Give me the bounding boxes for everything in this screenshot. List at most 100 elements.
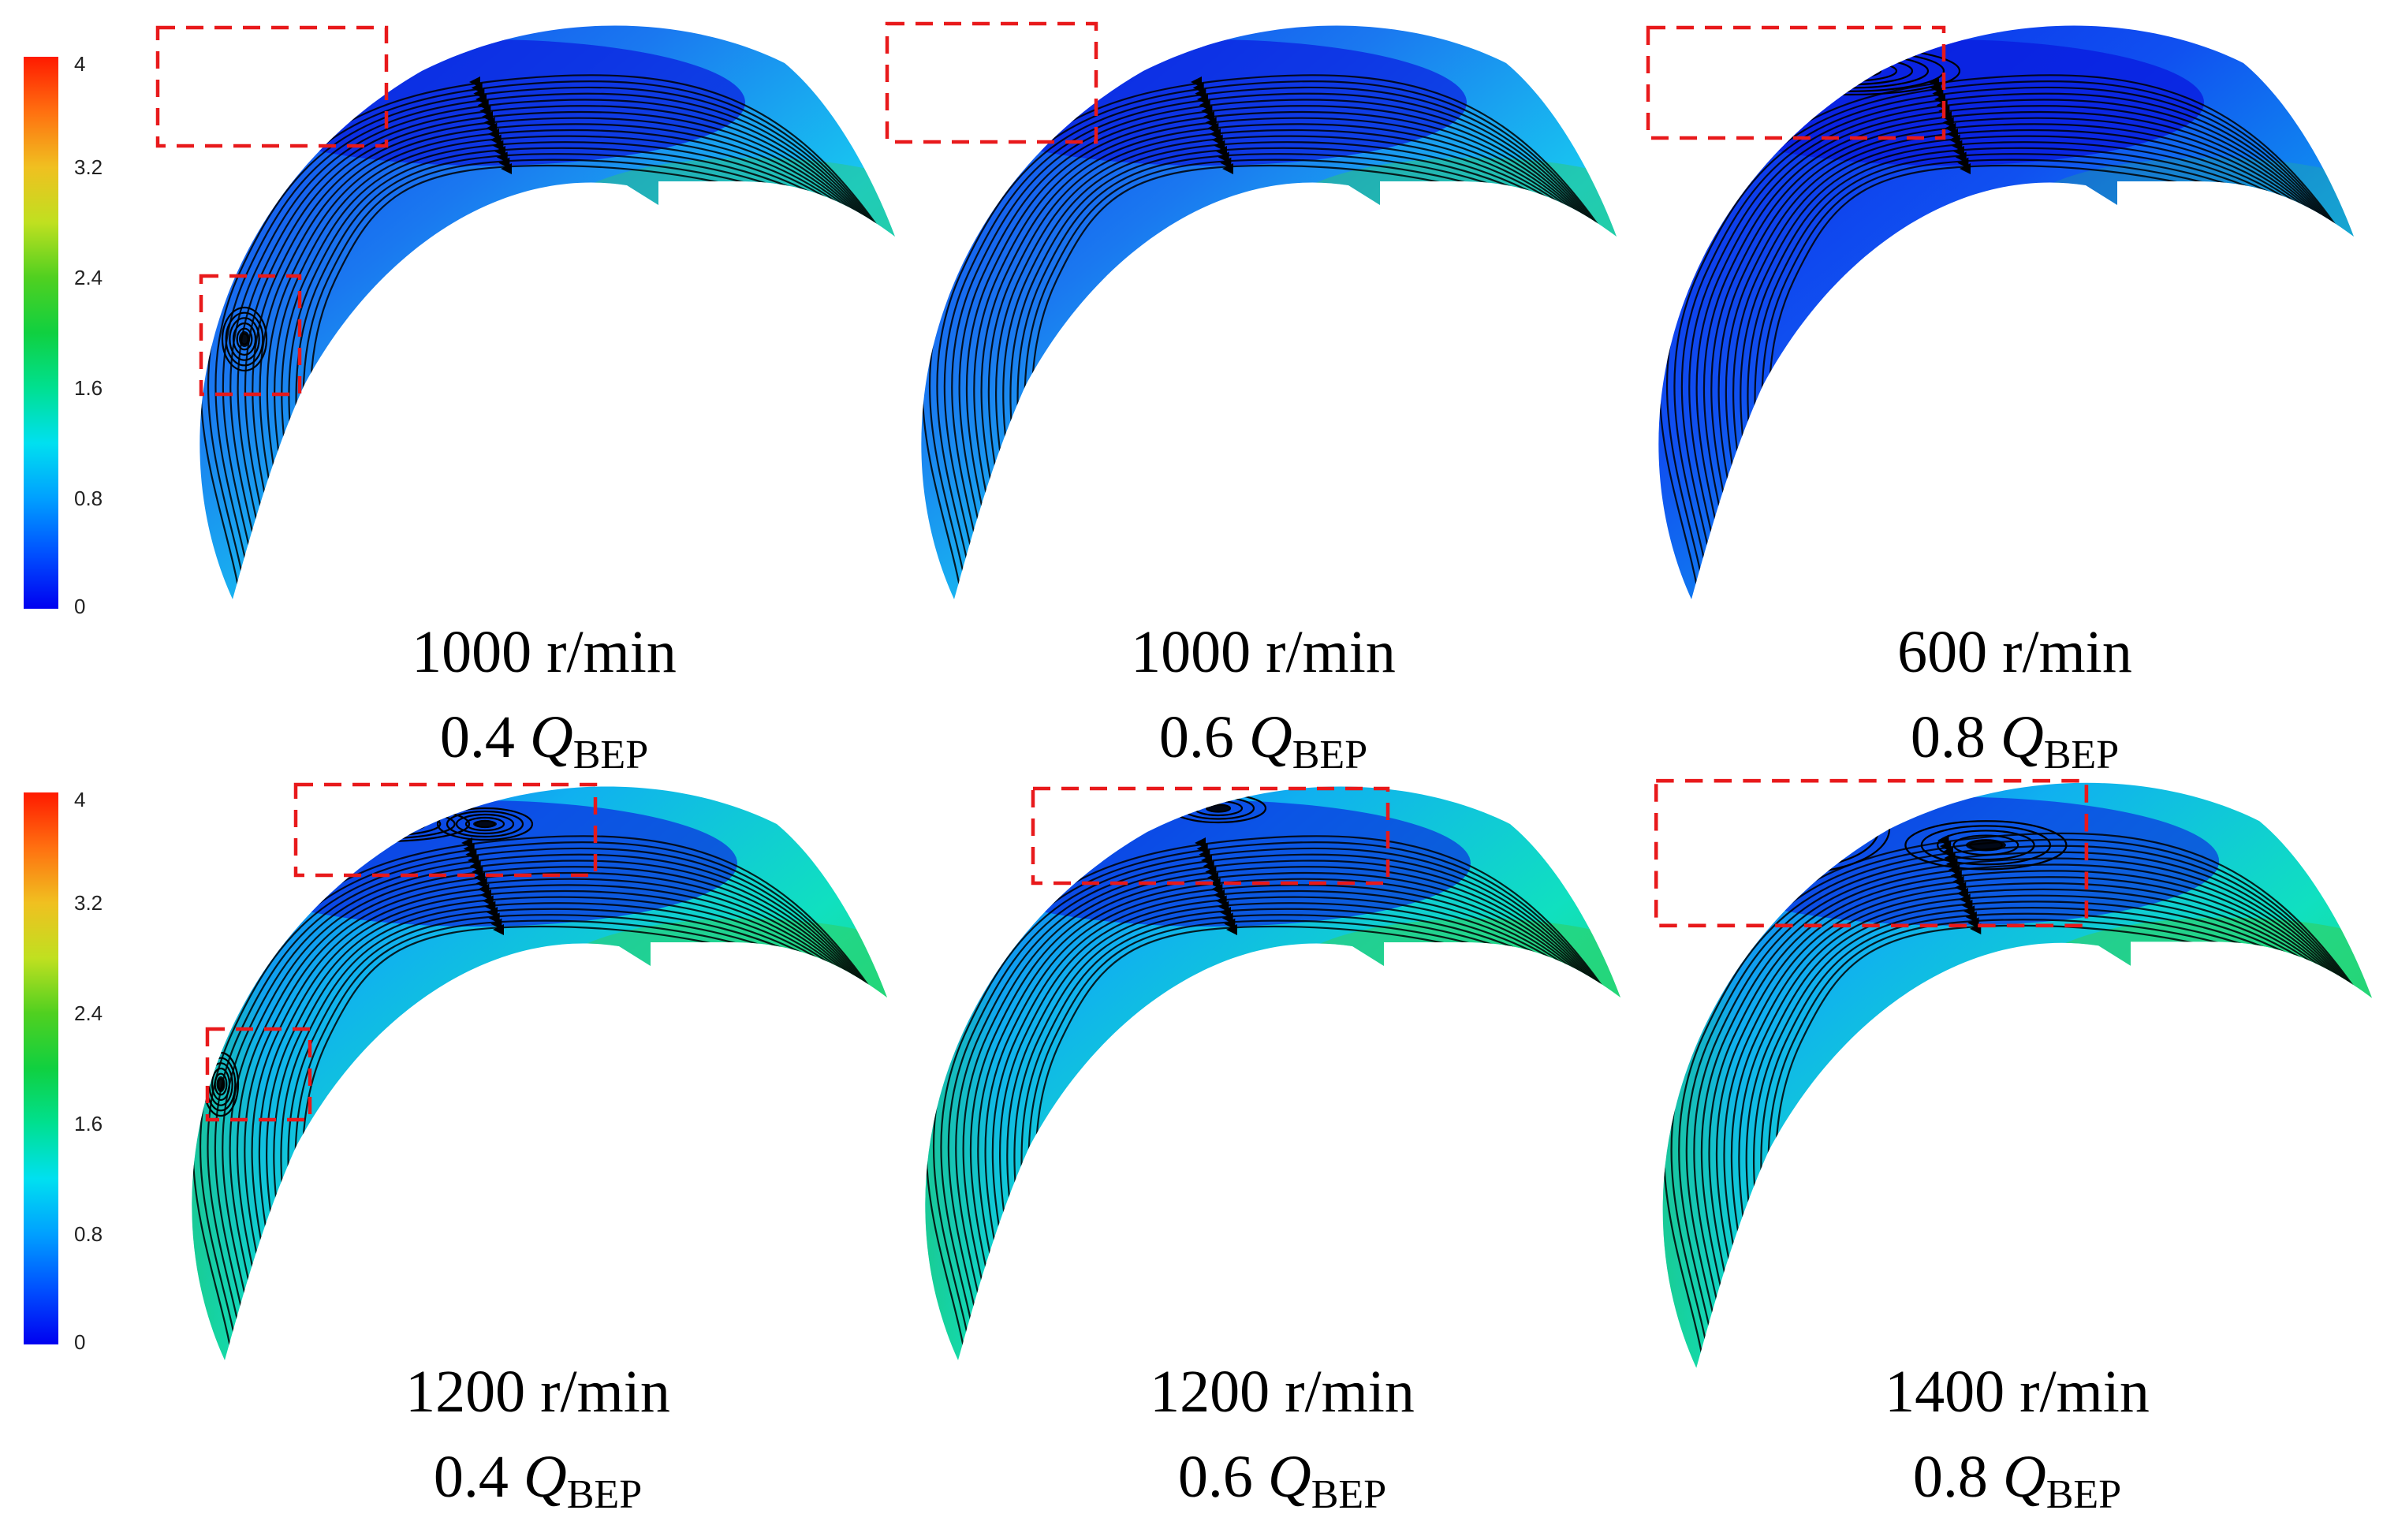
panel-2-flow-coef: 0.6 xyxy=(1159,704,1234,770)
streamline xyxy=(1695,105,2331,584)
contour-panel-3 xyxy=(1646,25,2355,599)
vortex-ring xyxy=(1937,830,2035,861)
vortex-ring xyxy=(1759,813,1826,845)
colorbar-tick-label: 3.2 xyxy=(74,155,103,179)
vortex-highlight-box xyxy=(293,782,598,878)
streamline xyxy=(1702,110,2329,581)
contour-field-5 xyxy=(925,786,1621,1360)
vortex-ring xyxy=(239,62,352,112)
streamline xyxy=(273,135,864,569)
vortex-highlight-box xyxy=(1646,25,1946,140)
colorbar-tick-label: 1.6 xyxy=(74,1112,103,1135)
vortex-ring xyxy=(1706,789,1880,870)
streamline xyxy=(1688,99,2333,587)
vortex-highlight-box xyxy=(1654,778,2089,928)
contour-panel-4 xyxy=(192,782,888,1360)
streamline xyxy=(1740,141,2321,565)
panel-6-flow: 0.8 QBEP xyxy=(1913,1444,2121,1517)
vortex-ring xyxy=(1054,817,1098,831)
streamline xyxy=(987,129,1587,572)
colorbar-bottom: 0 0.8 1.6 2.4 3.2 4 xyxy=(24,788,103,1354)
panel-4-flow: 0.4 QBEP xyxy=(434,1444,642,1517)
panel-4-speed: 1200 r/min xyxy=(405,1359,670,1425)
streamline xyxy=(962,866,1598,1345)
vortex-ring xyxy=(436,807,534,841)
vortex-ring xyxy=(446,810,524,838)
streamline-arrow xyxy=(1960,163,1971,174)
contour-field-3 xyxy=(1658,25,2355,599)
colorbar-tick-label: 0.8 xyxy=(74,487,103,510)
contour-field-6 xyxy=(1662,782,2373,1368)
panel-1-flow-sub: BEP xyxy=(573,733,648,777)
vortex-core xyxy=(282,80,310,93)
vortex-ring xyxy=(1770,818,1815,840)
streamline-arrow xyxy=(1222,163,1233,174)
vortex-ring xyxy=(1904,820,2068,871)
vortex-ring xyxy=(263,72,329,102)
streamline xyxy=(258,889,858,1333)
streamline xyxy=(973,117,1591,578)
panel-3-flow: 0.8 QBEP xyxy=(1911,704,2119,777)
streamline xyxy=(1670,838,2355,1365)
vortex-ring xyxy=(214,1072,228,1096)
streamline xyxy=(1710,117,2328,578)
streamline xyxy=(1715,876,2346,1346)
streamline xyxy=(229,99,874,587)
vortex-ring xyxy=(957,56,1046,94)
streamline xyxy=(222,92,875,591)
streamline xyxy=(1700,863,2349,1352)
vortex-ring xyxy=(323,811,442,837)
vortex-ring xyxy=(278,79,313,95)
streamline xyxy=(932,841,1604,1358)
streamline xyxy=(940,847,1602,1355)
streamline xyxy=(1725,129,2325,572)
streamline xyxy=(928,80,1600,597)
streamline xyxy=(1723,882,2344,1343)
vortex-ring xyxy=(1695,784,1891,874)
panel-6-flow-coef: 0.8 xyxy=(1913,1444,1988,1510)
panel-5-flow-symbol: Q xyxy=(1268,1444,1311,1510)
streamline xyxy=(1002,141,1584,565)
streamline xyxy=(280,908,853,1323)
streamline xyxy=(1680,92,2334,591)
contour-field-4 xyxy=(192,786,888,1360)
panel-6-speed: 1400 r/min xyxy=(1885,1359,2150,1425)
streamline xyxy=(958,105,1594,584)
colorbar-top: 0 0.8 1.6 2.4 3.2 4 xyxy=(24,52,103,618)
vortex-ring xyxy=(337,814,427,834)
vortex-ring xyxy=(211,1067,231,1102)
vortex-ring xyxy=(971,62,1031,88)
contour-panel-2 xyxy=(885,21,1617,599)
streamline xyxy=(943,92,1597,591)
streamline xyxy=(266,129,866,572)
streamline xyxy=(265,896,856,1329)
streamline xyxy=(977,878,1594,1339)
vortex-ring xyxy=(993,71,1010,79)
panel-1-flow-symbol: Q xyxy=(530,704,573,770)
streamline-arrow xyxy=(493,924,504,935)
colorbar-tick-label: 0 xyxy=(74,1330,85,1354)
vortex-core xyxy=(239,331,250,347)
vortex-ring xyxy=(464,816,505,832)
streamline xyxy=(259,123,867,575)
panel-5-flow-sub: BEP xyxy=(1311,1472,1386,1517)
streamline xyxy=(252,117,869,578)
streamline xyxy=(1678,845,2354,1362)
vortex-highlight-box xyxy=(885,21,1098,144)
vortex-ring xyxy=(986,68,1017,82)
colorbar-top-bar xyxy=(24,57,58,609)
streamline xyxy=(1693,857,2351,1355)
vortex-ring xyxy=(1781,823,1805,835)
streamline xyxy=(1013,908,1587,1323)
vortex-ring xyxy=(1832,66,1866,76)
panel-6-flow-sub: BEP xyxy=(2046,1472,2121,1517)
panel-4-flow-coef: 0.4 xyxy=(434,1444,509,1510)
panel-1-flow-coef: 0.4 xyxy=(440,704,515,770)
vortex-ring xyxy=(286,82,305,91)
streamline xyxy=(947,853,1601,1352)
panel-6-flow-symbol: Q xyxy=(2003,1444,2046,1510)
vortex-ring xyxy=(221,306,268,372)
streamline xyxy=(207,80,878,597)
streamline xyxy=(244,878,861,1339)
panel-4-flow-sub: BEP xyxy=(567,1472,642,1517)
